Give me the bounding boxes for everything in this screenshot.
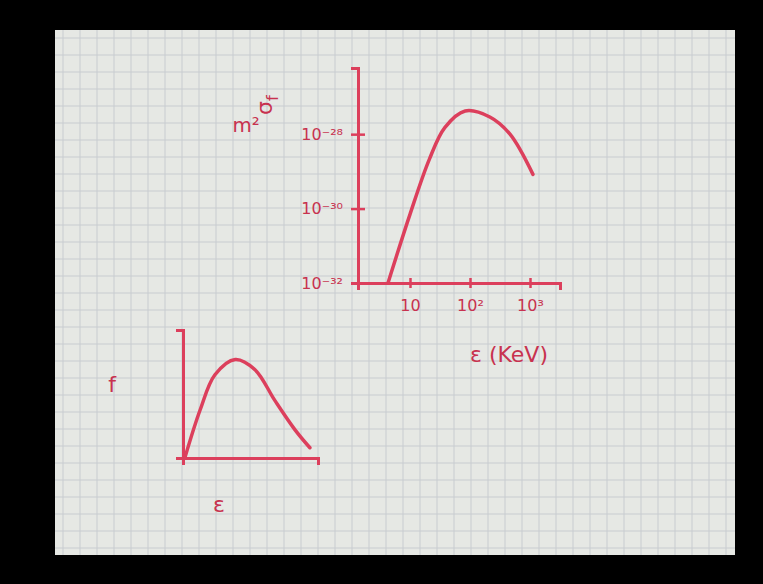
paper-line: [55, 293, 735, 294]
paper-line: [55, 395, 735, 396]
x-tick: 10²: [457, 278, 484, 315]
axis-line: [351, 69, 359, 284]
x-axis-title: ε (KeV): [470, 342, 548, 367]
plot-area: [388, 111, 533, 283]
canvas: 1010²10³10⁻³²10⁻³⁰10⁻²⁸σfm²ε (KeV)fε: [0, 0, 763, 584]
paper-line: [55, 276, 735, 277]
chart: 10 10² 10³ 10⁻³² 10⁻³⁰ 10⁻²⁸ σfm² ε (KeV): [232, 69, 560, 368]
y-axis-units: m²: [232, 114, 259, 137]
paper-line: [55, 378, 735, 379]
x-tick-label: 10: [400, 296, 420, 315]
x-tick-label: 10²: [457, 296, 484, 315]
paper-line: [55, 174, 735, 175]
paper-line: [55, 531, 735, 532]
paper-line: [55, 480, 735, 481]
y-tick-label: 10⁻³²: [301, 274, 343, 293]
paper-line: [55, 242, 735, 243]
x-tick-mark: [529, 278, 532, 288]
paper-line: [55, 429, 735, 430]
curve: [185, 359, 310, 458]
x-tick-mark: [409, 278, 412, 288]
curve: [388, 111, 533, 283]
y-axis: 10⁻³² 10⁻³⁰ 10⁻²⁸: [301, 69, 365, 293]
paper: [55, 30, 735, 555]
paper-line: [55, 123, 735, 124]
y-tick-mark: [351, 208, 365, 211]
x-axis: [184, 459, 319, 466]
paper-line: [55, 89, 735, 90]
paper-line: [55, 140, 735, 141]
paper-line: [55, 55, 735, 56]
x-tick-mark: [469, 278, 472, 288]
paper-line: [55, 208, 735, 209]
x-tick: 10³: [517, 278, 544, 315]
paper-line: [55, 191, 735, 192]
paper-line: [55, 514, 735, 515]
paper-line: [55, 106, 735, 107]
axis-line: [176, 331, 184, 459]
x-tick: 10: [400, 278, 420, 315]
paper-line: [55, 157, 735, 158]
y-tick-label: 10⁻²⁸: [301, 125, 343, 144]
paper-line: [55, 344, 735, 345]
paper-line: [55, 72, 735, 73]
y-axis-title: σf: [252, 94, 282, 115]
x-axis-title: ε: [213, 492, 225, 517]
paper-line: [55, 361, 735, 362]
paper-line: [55, 38, 735, 39]
paper-line: [55, 548, 735, 549]
x-tick-label: 10³: [517, 296, 544, 315]
x-axis: 10 10² 10³: [359, 278, 561, 315]
paper-line: [55, 463, 735, 464]
y-tick-mark: [351, 282, 365, 285]
paper-line: [55, 327, 735, 328]
y-tick: 10⁻³²: [301, 274, 365, 293]
y-tick: 10⁻³⁰: [301, 199, 365, 218]
axis-line: [184, 459, 319, 466]
y-tick: 10⁻²⁸: [301, 125, 365, 144]
paper-line: [55, 446, 735, 447]
plot-area: [185, 359, 310, 458]
y-axis-title: f: [108, 372, 117, 397]
paper-line: [55, 225, 735, 226]
paper-line: [55, 310, 735, 311]
paper-line: [55, 497, 735, 498]
paper-line: [55, 412, 735, 413]
chart: fε: [108, 331, 318, 518]
y-axis: [176, 331, 184, 459]
paper-grid: [55, 30, 735, 555]
y-tick-mark: [351, 133, 365, 136]
y-tick-label: 10⁻³⁰: [301, 199, 343, 218]
